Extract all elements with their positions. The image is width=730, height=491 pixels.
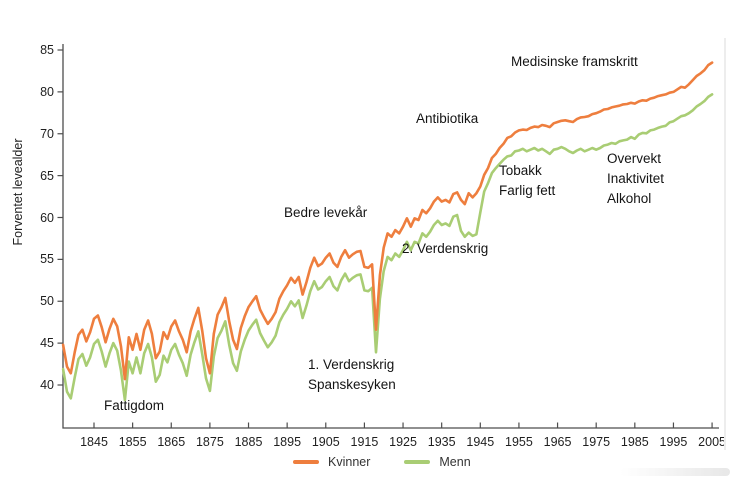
y-tick-label: 70 [40,126,54,141]
y-tick-label: 60 [40,210,54,225]
menn-line [61,93,714,402]
y-tick-label: 80 [40,84,54,99]
x-tick-label: 1935 [427,435,456,449]
kvinner-line [61,61,714,381]
x-tick-label: 2005 [698,435,726,449]
annotation-medisinske-framskritt: Medisinske framskritt [511,54,638,69]
y-axis-title: Forventet levealder [11,138,25,246]
kvinner-line-swatch [293,460,319,464]
annotation-andre-verdenskrig: 2. Verdenskrig [402,241,489,256]
scrollbar-artifact [620,468,730,476]
annotation-forste-verdenskrig: 1. Verdenskrig Spanskesyken [308,357,396,392]
y-tick-label: 50 [40,294,54,309]
x-tick-label: 1965 [543,435,572,449]
axes [62,44,719,429]
x-tick-label: 1895 [273,435,302,449]
x-tick-label: 1865 [157,435,186,449]
y-tick-label: 55 [40,252,54,267]
annotation-antibiotika: Antibiotika [416,111,479,126]
x-tick-label: 1855 [118,435,147,449]
legend-item-menn: Menn [404,455,471,469]
x-tick-label: 1985 [620,435,649,449]
annotation-fattigdom: Fattigdom [104,398,165,413]
y-tick-label: 45 [40,336,54,351]
y-tick-label: 65 [40,168,54,183]
window-edge-artifact [724,38,726,450]
legend-label-kvinner: Kvinner [328,455,371,469]
annotation-tobakk-farlig-fett: Tobakk Farlig fett [499,163,556,198]
x-tick-label: 1885 [234,435,263,449]
y-tick-label: 40 [40,378,54,392]
annotation-bedre-levekar: Bedre levekår [284,205,368,220]
x-tick-label: 1925 [389,435,417,449]
x-tick-label: 1915 [350,435,379,449]
x-tick-label: 1995 [659,435,688,449]
y-tick-label: 85 [40,43,54,57]
x-tick-label: 1945 [466,435,495,449]
x-tick-label: 1905 [311,435,340,449]
x-tick-label: 1875 [195,435,224,449]
annotation-overvekt-inaktivitet-alkohol: Overvekt Inaktivitet Alkohol [607,151,665,206]
menn-line-swatch [404,460,431,464]
legend-label-menn: Menn [439,455,471,469]
legend: Kvinner Menn [293,455,471,469]
legend-item-kvinner: Kvinner [293,455,370,469]
x-tick-label: 1975 [582,435,611,449]
x-tick-label: 1955 [505,435,533,449]
x-tick-label: 1845 [80,435,108,449]
